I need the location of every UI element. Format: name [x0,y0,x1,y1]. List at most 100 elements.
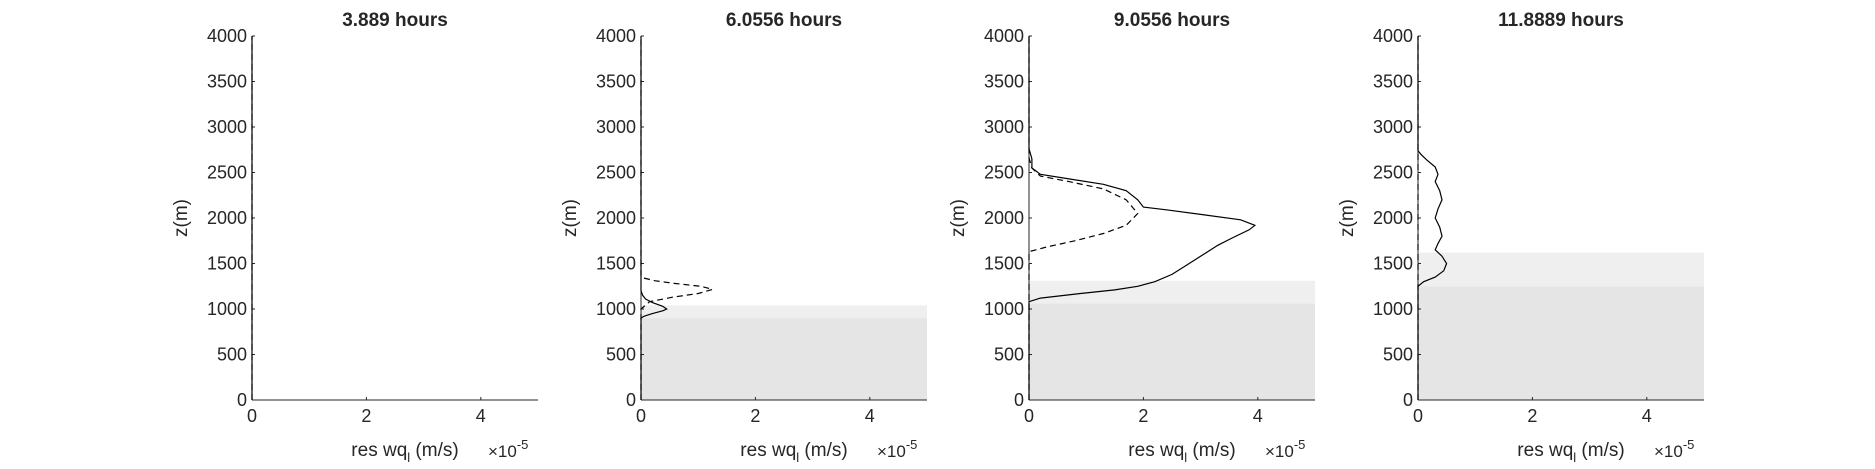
subplot-1: 0 500 1000 1500 2000 2500 3000 3500 4000 0 2 4 3.889… [171,10,538,465]
y-axis-label: z(m) [171,199,192,237]
y-tick-label: 3500 [596,72,636,92]
x-tick-label: 2 [1138,406,1148,426]
y-tick-label: 2500 [984,163,1024,183]
y-tick-label: 2500 [596,163,636,183]
y-tick-label: 0 [626,390,636,410]
x-axis-exponent: ×10-5 [1265,437,1305,461]
y-tick-label: 3000 [207,117,247,137]
x-axis-label-subscript: l [1573,450,1576,465]
y-tick-label: 2000 [984,208,1024,228]
y-tick-label: 3000 [984,117,1024,137]
y-tick-label: 1000 [207,299,247,319]
shaded-region-light [641,305,927,319]
x-tick-label: 0 [247,406,257,426]
y-tick-label: 0 [237,390,247,410]
series-line-dashed [1028,36,1139,400]
x-axis-exponent-power: -5 [517,437,529,452]
x-axis-exponent: ×10-5 [488,437,528,461]
x-axis-exponent: ×10-5 [1654,437,1694,461]
y-tick-label: 1000 [596,299,636,319]
x-axis-exponent-base: ×10 [1265,442,1294,461]
x-tick-label: 4 [1642,406,1652,426]
y-tick-label: 2000 [596,208,636,228]
shaded-region-dark [641,318,927,400]
y-tick-label: 3500 [1373,72,1413,92]
x-tick-label: 0 [636,406,646,426]
x-axis-exponent-base: ×10 [1654,442,1683,461]
x-axis-label: res wql (m/s) [1128,440,1235,465]
y-tick-label: 500 [1383,345,1413,365]
x-tick-label: 2 [1527,406,1537,426]
subplot-2: 0 500 1000 1500 2000 2500 3000 3500 4000 0 2 4 6.055… [560,10,927,465]
y-tick-label: 1500 [984,254,1024,274]
x-tick-label: 0 [1024,406,1034,426]
x-tick-label: 2 [750,406,760,426]
x-axis-label-main: res wq [351,440,407,461]
shaded-region-dark [1029,303,1315,400]
x-axis-label-unit: (m/s) [1576,440,1625,461]
y-axis-label: z(m) [560,199,581,237]
x-axis-label-unit: (m/s) [410,440,459,461]
y-tick-label: 500 [217,345,247,365]
y-tick-label: 3000 [596,117,636,137]
y-tick-label: 4000 [1373,26,1413,46]
x-axis-exponent: ×10-5 [877,437,917,461]
series-line-solid [1028,36,1257,400]
x-axis-label-main: res wq [1128,440,1184,461]
x-axis-label-subscript: l [1184,450,1187,465]
chart-title: 11.8889 hours [1498,10,1624,31]
x-tick-label: 4 [1253,406,1263,426]
subplot-3: 0 500 1000 1500 2000 2500 3000 3500 4000 0 2 4 9.055… [948,10,1315,465]
y-tick-label: 0 [1403,390,1413,410]
y-tick-label: 2500 [1373,163,1413,183]
series-line-dashed [640,36,715,400]
y-tick-label: 1500 [1373,254,1413,274]
chart-title: 3.889 hours [342,10,448,31]
x-tick-label: 2 [361,406,371,426]
y-tick-label: 4000 [984,26,1024,46]
x-axis-label: res wql (m/s) [740,440,847,465]
y-tick-label: 4000 [596,26,636,46]
x-axis-exponent-power: -5 [1683,437,1695,452]
x-axis-label-main: res wq [1517,440,1573,461]
x-tick-label: 0 [1413,406,1423,426]
x-axis-label-subscript: l [796,450,799,465]
x-axis-exponent-power: -5 [1294,437,1306,452]
chart-title: 9.0556 hours [1114,10,1230,31]
y-tick-label: 2500 [207,163,247,183]
shaded-region-dark [1418,286,1704,400]
subplot-4: 0 500 1000 1500 2000 2500 3000 3500 4000 0 2 4 11.88… [1337,10,1704,465]
x-tick-label: 4 [476,406,486,426]
x-axis-label-main: res wq [740,440,796,461]
x-axis-label: res wql (m/s) [1517,440,1624,465]
x-tick-label: 4 [865,406,875,426]
y-tick-label: 3500 [207,72,247,92]
x-axis-exponent-base: ×10 [877,442,906,461]
y-tick-label: 1500 [596,254,636,274]
shaded-region-light [1029,280,1315,304]
x-axis-exponent-base: ×10 [488,442,517,461]
y-tick-label: 500 [606,345,636,365]
y-tick-label: 1000 [984,299,1024,319]
y-tick-label: 500 [994,345,1024,365]
chart-title: 6.0556 hours [726,10,842,31]
y-axis-label: z(m) [948,199,969,237]
y-tick-label: 1000 [1373,299,1413,319]
y-tick-label: 1500 [207,254,247,274]
series-line-solid [640,36,668,400]
y-tick-label: 3500 [984,72,1024,92]
x-axis-label: res wql (m/s) [351,440,458,465]
y-tick-label: 3000 [1373,117,1413,137]
x-axis-label-subscript: l [407,450,410,465]
y-axis-label: z(m) [1337,199,1358,237]
x-axis-label-unit: (m/s) [799,440,848,461]
y-tick-label: 2000 [207,208,247,228]
shaded-region-light [1418,252,1704,287]
x-axis-label-unit: (m/s) [1187,440,1236,461]
y-tick-label: 4000 [207,26,247,46]
y-tick-label: 2000 [1373,208,1413,228]
x-axis-exponent-power: -5 [906,437,918,452]
y-tick-label: 0 [1014,390,1024,410]
series-line-solid [1417,36,1448,400]
